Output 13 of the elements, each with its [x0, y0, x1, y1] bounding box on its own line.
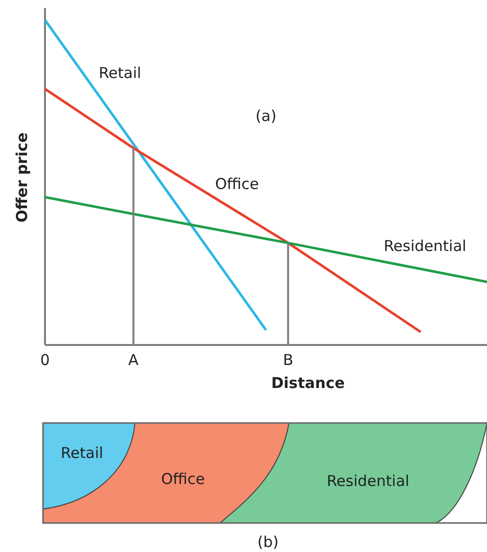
x-tick-label: 0: [40, 351, 50, 369]
series-label: Retail: [98, 64, 142, 82]
y-axis-title: Offer price: [13, 132, 31, 223]
series-label: Residential: [384, 237, 466, 255]
x-tick-label: A: [128, 351, 140, 369]
text: Residential: [326, 472, 410, 490]
text: Office: [161, 470, 205, 488]
x-axis-title: Distance: [271, 374, 345, 392]
x-tick-label: B: [282, 351, 294, 369]
annotation: (a): [256, 107, 276, 125]
text: Retail: [60, 444, 104, 462]
text: (b): [257, 533, 279, 551]
series-label: Office: [215, 175, 259, 193]
